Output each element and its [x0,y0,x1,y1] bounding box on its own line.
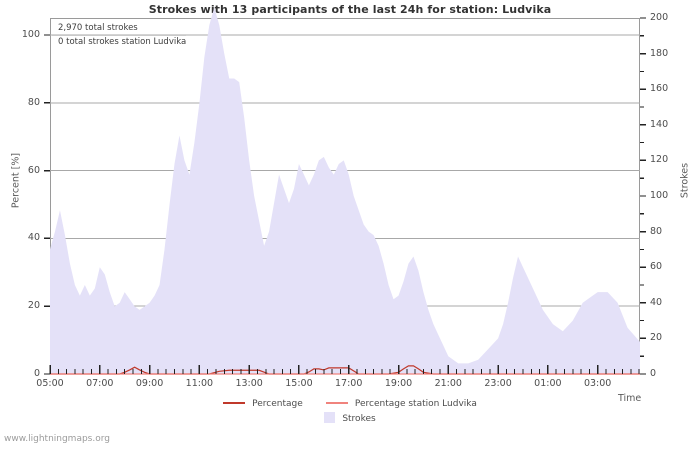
y-axis-right-tick-label: 120 [650,154,669,166]
x-axis-tick-label: 13:00 [235,378,263,389]
y-axis-right-tick-label: 180 [650,47,669,59]
y-axis-left-tick-label: 20 [27,300,40,312]
x-axis-tick-label: 17:00 [335,378,363,389]
legend-row-1: Percentage Percentage station Ludvika [0,396,700,411]
x-axis-tick-label: 03:00 [583,378,612,389]
legend-label-percentage-station: Percentage station Ludvika [354,399,477,409]
annotation-total-strokes: 2,970 total strokes [58,23,138,33]
legend-label-percentage: Percentage [252,399,303,409]
x-axis-tick-label: 11:00 [185,378,214,389]
legend-item-percentage[interactable]: Percentage [223,397,303,412]
y-axis-right-tick-label: 200 [650,12,669,23]
legend-row-2: Strokes [0,411,700,426]
x-axis-tick-label: 09:00 [135,378,164,389]
x-axis-tick-label: 01:00 [534,378,562,389]
chart-legend: Percentage Percentage station Ludvika St… [0,396,700,426]
y-axis-right-tick-label: 0 [650,368,657,379]
x-axis-tick-label: 07:00 [86,378,114,389]
y-axis-left-tick-label: 80 [27,96,40,108]
legend-swatch-percentage-station [325,401,348,404]
y-axis-right-tick-label: 80 [650,225,663,237]
annotation-box: 2,970 total strokes 0 total strokes stat… [52,22,187,49]
y-axis-left-tick-label: 60 [27,164,40,176]
legend-item-percentage-station[interactable]: Percentage station Ludvika [325,397,477,412]
y-axis-left-tick-label: 0 [33,368,40,379]
y-axis-right-tick-label: 100 [650,190,669,201]
legend-swatch-strokes [324,412,336,423]
y-axis-right-tick-label: 60 [650,261,663,273]
chart-title: Strokes with 13 participants of the last… [148,3,552,16]
y-axis-left-tick-label: 40 [27,232,40,244]
y-axis-left-title: Percent [%] [10,152,22,209]
plot-area [50,18,640,374]
x-axis-title: Time [618,393,642,404]
legend-swatch-percentage [223,401,246,404]
y-axis-left-tick-label: 100 [21,28,40,40]
y-axis-right-tick-label: 160 [650,83,669,95]
x-axis-tick-label: 23:00 [484,378,512,389]
legend-label-strokes: Strokes [342,414,376,424]
x-axis-tick-label: 05:00 [36,378,64,389]
x-axis-tick-label: 19:00 [384,378,413,389]
footer-url: www.lightningmaps.org [4,434,110,444]
x-axis-tick-label: 21:00 [434,378,462,389]
annotation-station-strokes: 0 total strokes station Ludvika [52,35,187,49]
y-axis-right-tick-label: 140 [650,118,669,130]
y-axis-right-tick-label: 40 [650,296,663,308]
legend-item-strokes[interactable]: Strokes [324,412,376,427]
y-axis-right-tick-label: 20 [650,332,663,344]
x-axis-tick-label: 15:00 [285,378,313,389]
